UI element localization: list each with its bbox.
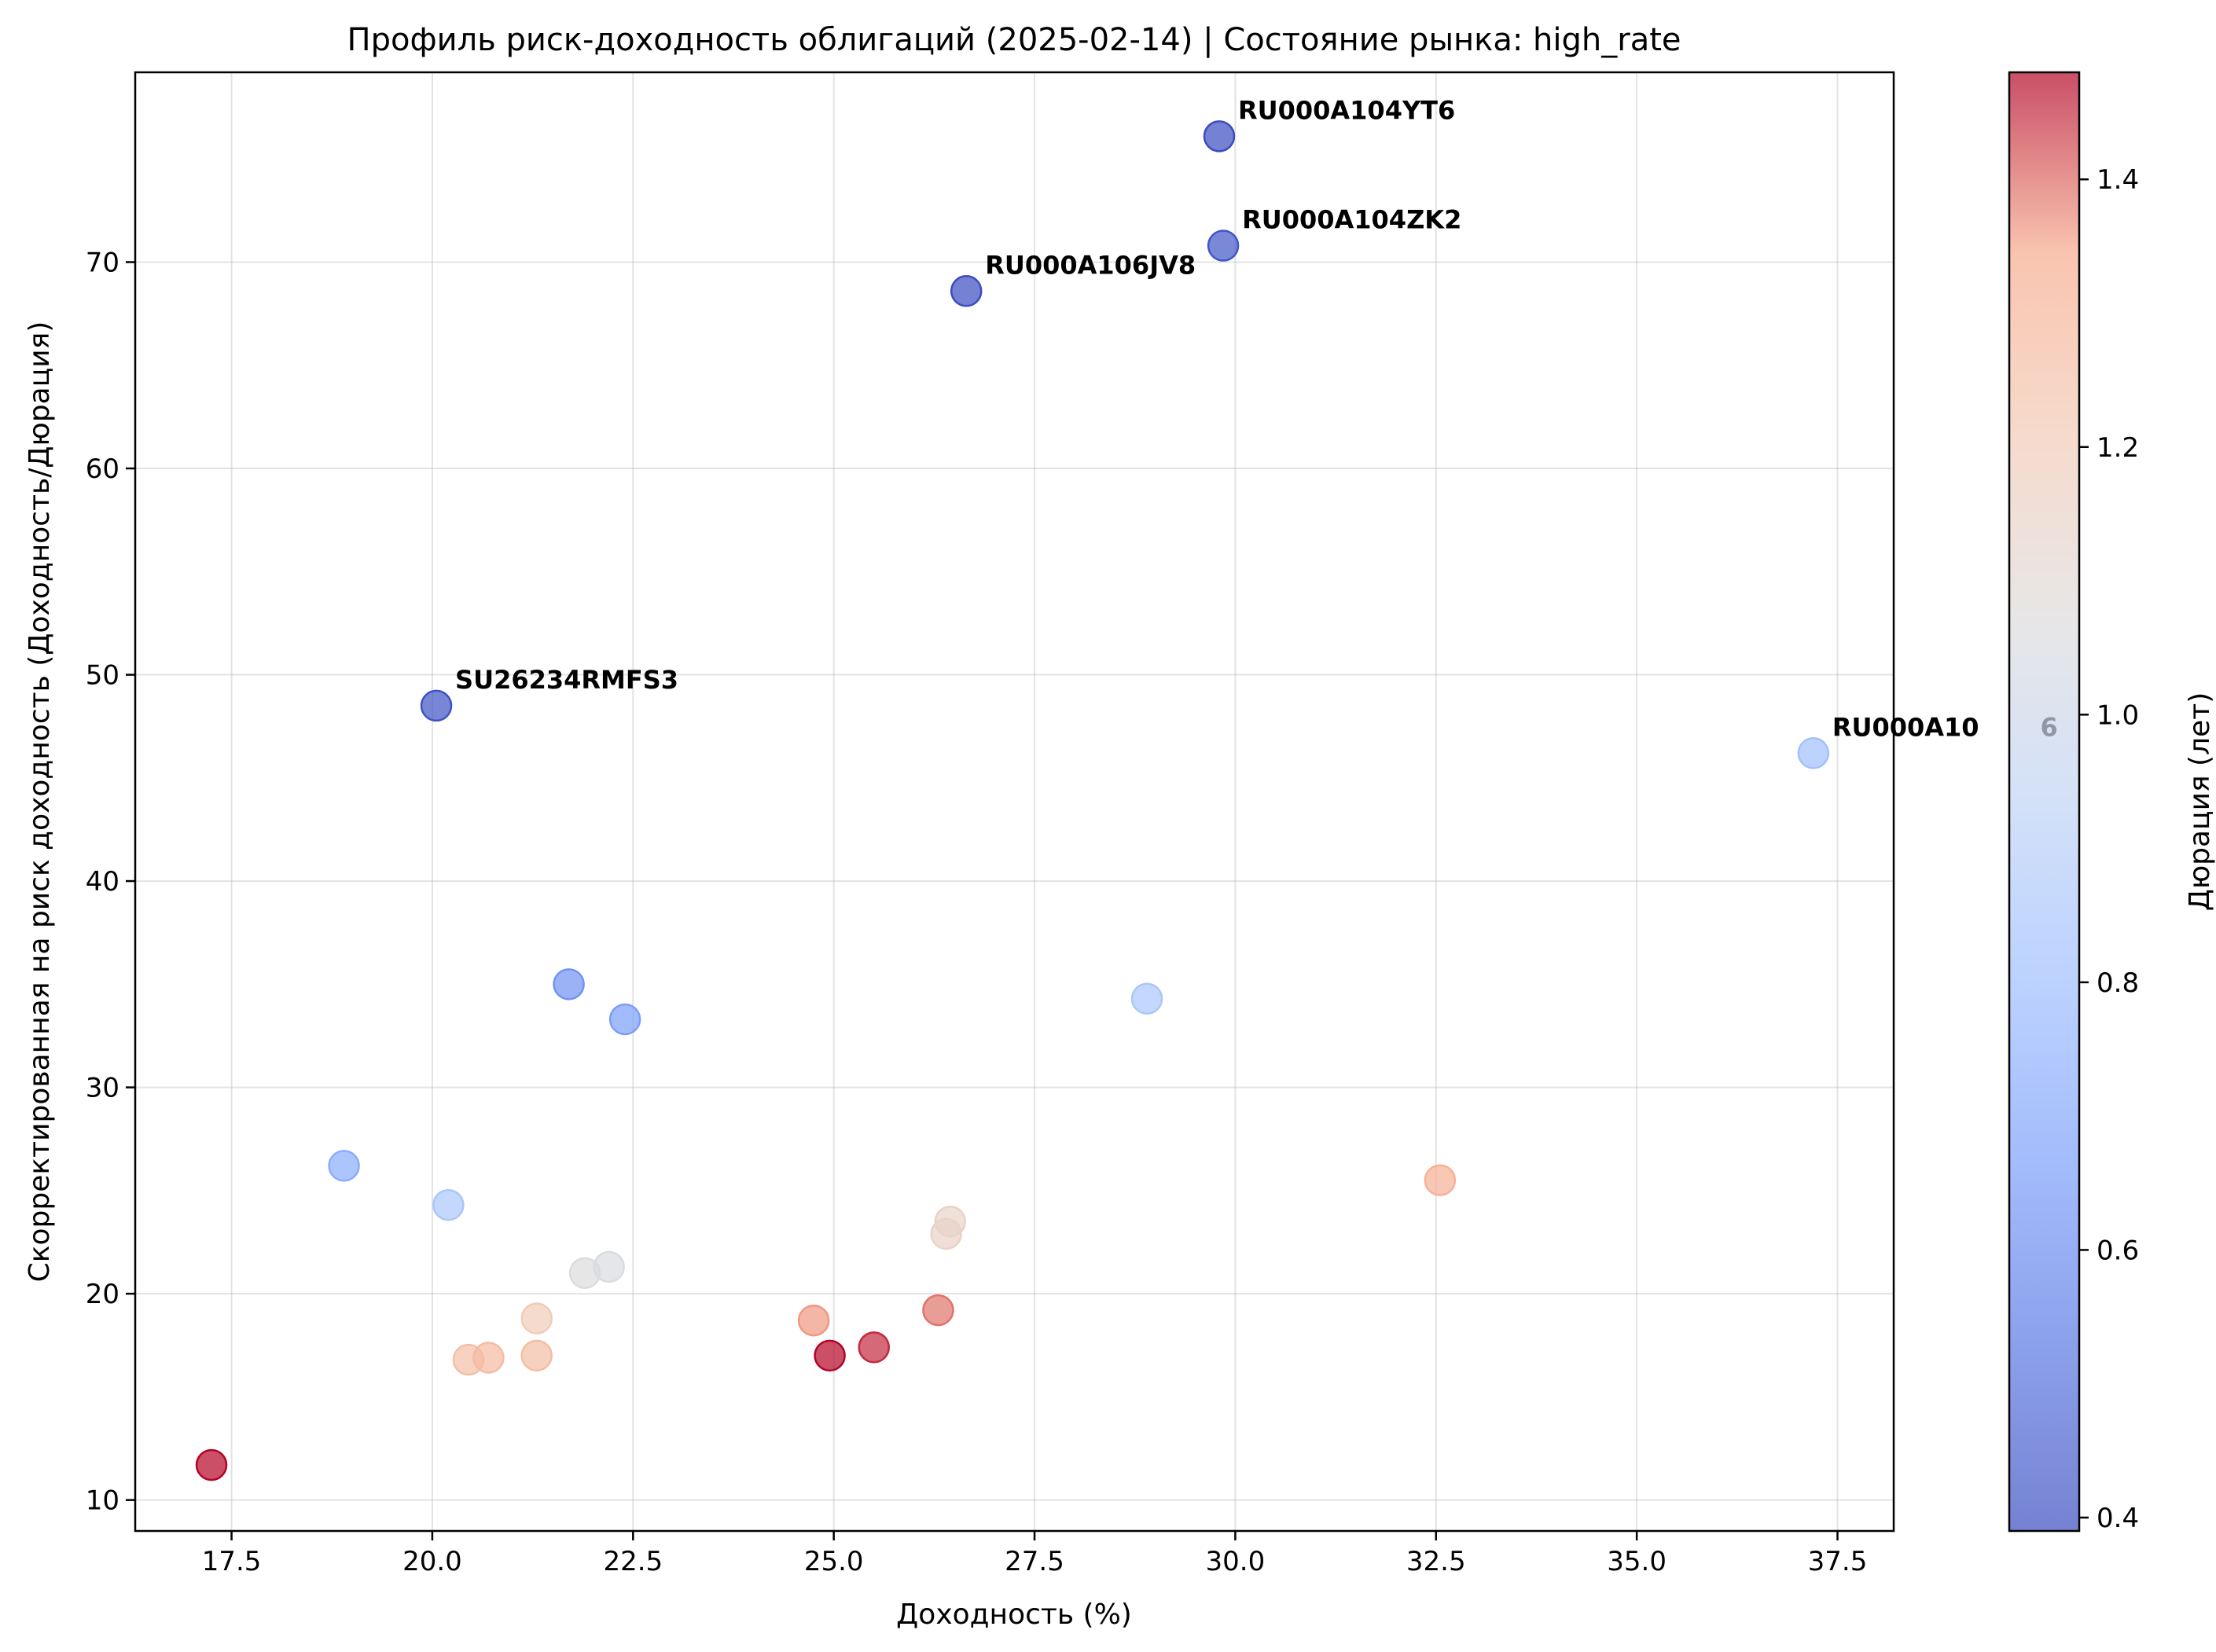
data-point-14 — [593, 1250, 625, 1283]
data-point-9 — [432, 1188, 465, 1221]
data-point-2 — [950, 275, 983, 307]
colorbar-tick-label-0: 0.4 — [2097, 1503, 2139, 1534]
point-label-0: RU000A104YT6 — [1238, 95, 1455, 125]
colorbar-tick-label-5: 1.4 — [2097, 164, 2139, 196]
data-point-12 — [930, 1217, 962, 1250]
data-point-16 — [797, 1304, 830, 1337]
colorbar-label: Дюрация (лет) — [2184, 692, 2216, 912]
data-point-7 — [1130, 982, 1163, 1015]
data-point-20 — [520, 1339, 553, 1372]
chart-title: Профиль риск-доходность облигаций (2025-… — [347, 22, 1681, 58]
colorbar — [2009, 72, 2079, 1531]
colorbar-tick-label-3: 1.0 — [2097, 699, 2139, 731]
y-tick-label-2: 30 — [86, 1073, 119, 1104]
x-axis-ticks: 17.5 20.0 22.5 25.0 27.5 30.0 32.5 35.0 37.5 — [202, 1531, 1868, 1577]
x-tick-label-3: 25.0 — [804, 1546, 864, 1577]
colorbar-frame — [2008, 71, 2081, 1533]
y-tick-label-1: 20 — [86, 1279, 119, 1310]
x-tick-label-1: 20.0 — [402, 1546, 462, 1577]
x-axis-label: Доходность (%) — [896, 1599, 1132, 1631]
y-tick-label-5: 60 — [86, 453, 119, 485]
data-point-5 — [553, 968, 585, 1000]
x-tick-label-5: 30.0 — [1206, 1546, 1266, 1577]
point-label-3: SU26234RMFS3 — [455, 665, 678, 695]
y-tick-label-3: 40 — [86, 866, 119, 898]
data-point-17 — [922, 1294, 954, 1327]
y-axis-label: Скорректированная на риск доходность (До… — [24, 321, 56, 1283]
data-point-4 — [1797, 737, 1830, 769]
x-tick-label-0: 17.5 — [202, 1546, 262, 1577]
data-point-1 — [1207, 229, 1240, 262]
y-tick-label-0: 10 — [86, 1485, 119, 1517]
colorbar-tick-label-2: 0.8 — [2097, 967, 2139, 999]
x-tick-label-4: 27.5 — [1005, 1546, 1064, 1577]
x-tick-label-2: 22.5 — [603, 1546, 663, 1577]
data-point-3 — [420, 689, 453, 722]
y-axis-ticks: 10 20 30 40 50 60 70 — [86, 248, 135, 1517]
data-point-19 — [472, 1342, 505, 1374]
data-point-6 — [608, 1003, 641, 1036]
point-annotations: RU000A104YT6 RU000A104ZK2 RU000A106JV8 SU26… — [455, 95, 2058, 742]
plot-frame — [134, 71, 1895, 1533]
data-point-15 — [520, 1302, 553, 1334]
y-tick-label-6: 70 — [86, 248, 119, 279]
colorbar-tick-label-1: 0.6 — [2097, 1235, 2139, 1266]
data-point-8 — [328, 1150, 360, 1182]
data-point-10 — [1424, 1164, 1457, 1196]
data-point-22 — [858, 1331, 890, 1364]
data-point-21 — [814, 1339, 846, 1372]
data-point-23 — [195, 1448, 228, 1481]
data-points — [195, 120, 1830, 1481]
x-tick-label-8: 37.5 — [1808, 1546, 1868, 1577]
x-tick-label-7: 35.0 — [1607, 1546, 1667, 1577]
grid-lines — [135, 72, 1894, 1531]
x-tick-label-6: 32.5 — [1406, 1546, 1466, 1577]
colorbar-ticks: 0.4 0.6 0.8 1.0 1.2 1.4 — [2079, 164, 2139, 1534]
point-label-1: RU000A104ZK2 — [1242, 205, 1461, 235]
colorbar-tick-label-4: 1.2 — [2097, 432, 2139, 464]
y-tick-label-4: 50 — [86, 660, 119, 692]
data-point-0 — [1203, 120, 1236, 152]
point-label-2: RU000A106JV8 — [985, 250, 1196, 280]
